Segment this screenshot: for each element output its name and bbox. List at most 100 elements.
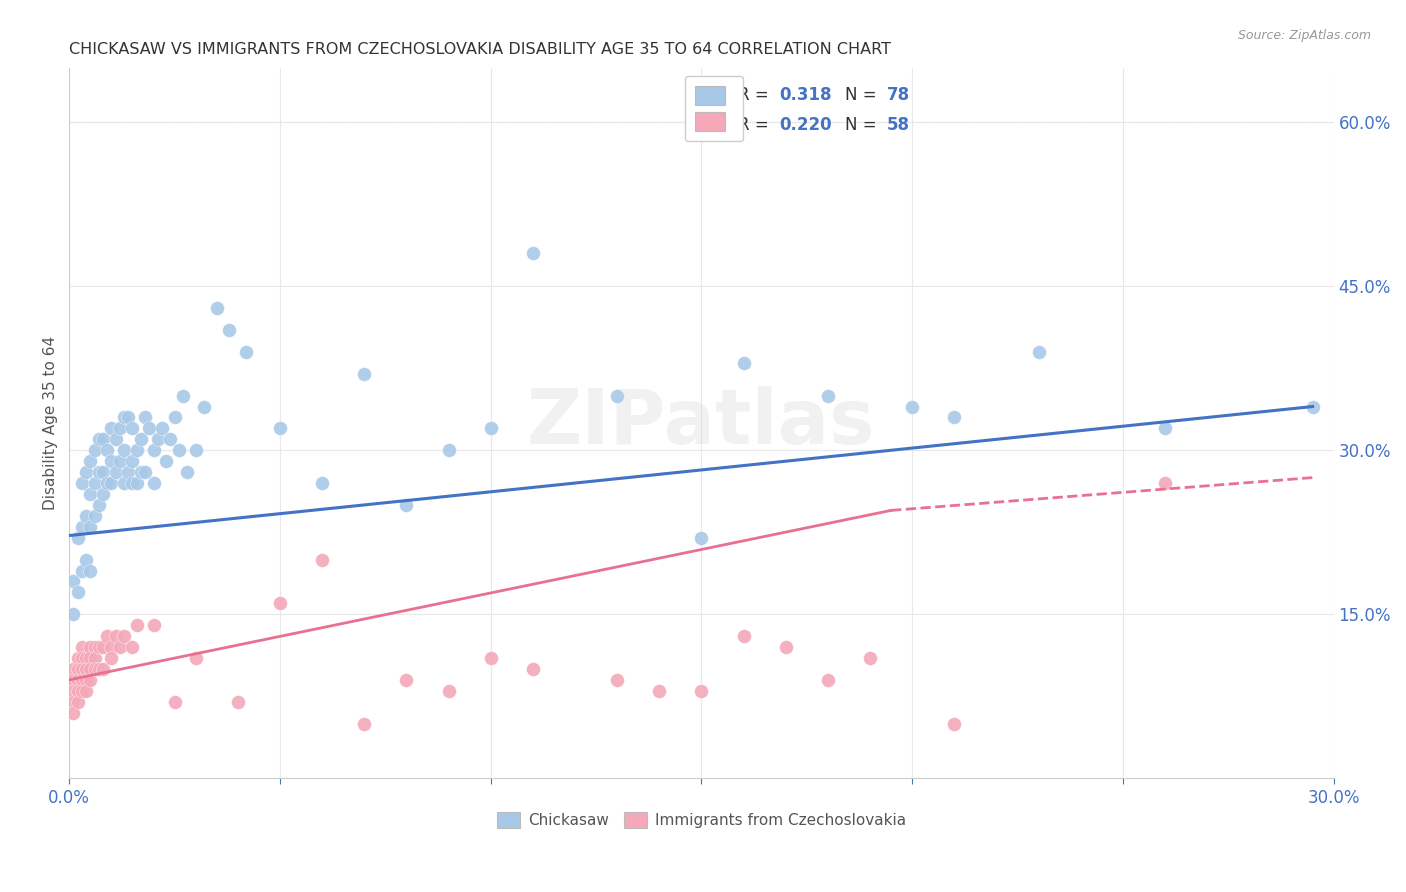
Point [117, 465, 139, 479]
Point [79, 454, 101, 468]
Point [522, 246, 544, 260]
Point [70, 520, 93, 534]
Point [104, 629, 127, 643]
Point [91, 433, 114, 447]
Point [79, 673, 101, 687]
Point [112, 476, 135, 491]
Point [184, 651, 207, 665]
Point [817, 389, 839, 403]
Point [395, 673, 418, 687]
Point [83, 476, 105, 491]
Point [172, 389, 194, 403]
Point [121, 640, 143, 654]
Point [176, 465, 198, 479]
Point [70, 564, 93, 578]
Point [943, 410, 966, 425]
Point [1302, 400, 1324, 414]
Point [83, 662, 105, 676]
Point [108, 640, 131, 654]
Text: 78: 78 [887, 87, 910, 104]
Legend: Chickasaw, Immigrants from Czechoslovakia: Chickasaw, Immigrants from Czechoslovaki… [491, 806, 911, 835]
Point [167, 443, 190, 458]
Point [1154, 476, 1177, 491]
Text: 58: 58 [887, 116, 910, 134]
Text: Source: ZipAtlas.com: Source: ZipAtlas.com [1237, 29, 1371, 42]
Point [311, 552, 333, 566]
Point [226, 695, 249, 709]
Point [70, 683, 93, 698]
Point [606, 673, 628, 687]
Point [70, 651, 93, 665]
Point [733, 356, 755, 370]
Point [70, 673, 93, 687]
Point [159, 433, 181, 447]
Point [138, 421, 160, 435]
Point [79, 487, 101, 501]
Point [112, 629, 135, 643]
Text: N =: N = [845, 116, 882, 134]
Point [62, 662, 84, 676]
Point [100, 651, 122, 665]
Point [125, 443, 148, 458]
Y-axis label: Disability Age 35 to 64: Disability Age 35 to 64 [44, 336, 58, 510]
Text: CHICKASAW VS IMMIGRANTS FROM CZECHOSLOVAKIA DISABILITY AGE 35 TO 64 CORRELATION : CHICKASAW VS IMMIGRANTS FROM CZECHOSLOVA… [69, 42, 891, 57]
Text: 0.318: 0.318 [779, 87, 832, 104]
Point [218, 323, 240, 337]
Point [129, 465, 152, 479]
Point [163, 410, 186, 425]
Point [83, 640, 105, 654]
Point [104, 465, 127, 479]
Point [75, 508, 97, 523]
Point [70, 662, 93, 676]
Point [125, 476, 148, 491]
Point [79, 640, 101, 654]
Point [125, 618, 148, 632]
Point [91, 662, 114, 676]
Point [690, 531, 713, 545]
Point [901, 400, 924, 414]
Point [943, 716, 966, 731]
Point [100, 454, 122, 468]
Point [79, 662, 101, 676]
Point [83, 508, 105, 523]
Point [96, 443, 118, 458]
Point [112, 443, 135, 458]
Point [87, 465, 110, 479]
Point [193, 400, 215, 414]
Point [91, 465, 114, 479]
Point [479, 651, 502, 665]
Text: R =: R = [738, 116, 773, 134]
Point [142, 618, 165, 632]
Point [129, 433, 152, 447]
Point [134, 465, 156, 479]
Point [150, 421, 173, 435]
Point [479, 421, 502, 435]
Point [91, 487, 114, 501]
Point [66, 531, 89, 545]
Point [87, 662, 110, 676]
Point [163, 695, 186, 709]
Point [104, 433, 127, 447]
Point [142, 476, 165, 491]
Point [121, 454, 143, 468]
Point [75, 683, 97, 698]
Point [62, 607, 84, 622]
Point [353, 367, 375, 381]
Point [62, 673, 84, 687]
Point [79, 651, 101, 665]
Point [62, 683, 84, 698]
Point [91, 640, 114, 654]
Point [146, 433, 169, 447]
Point [205, 301, 228, 315]
Point [62, 695, 84, 709]
Point [184, 443, 207, 458]
Point [66, 662, 89, 676]
Point [66, 651, 89, 665]
Point [83, 443, 105, 458]
Point [75, 552, 97, 566]
Point [75, 465, 97, 479]
Point [87, 433, 110, 447]
Point [96, 629, 118, 643]
Point [96, 476, 118, 491]
Point [83, 651, 105, 665]
